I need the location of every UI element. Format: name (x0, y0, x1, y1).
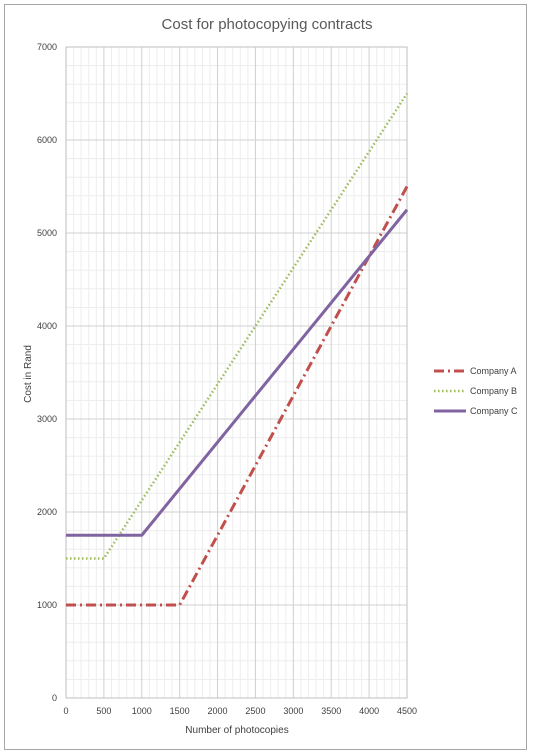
x-tick-label: 3500 (321, 706, 341, 716)
chart-frame (4, 4, 527, 750)
x-tick-label: 4500 (397, 706, 417, 716)
legend: Company A Company B Company C (434, 366, 518, 416)
y-tick-label: 2000 (37, 507, 57, 517)
x-tick-label: 1000 (132, 706, 152, 716)
series-line-company-c (66, 208, 409, 537)
x-tick-label: 500 (96, 706, 111, 716)
y-tick-label: 5000 (37, 228, 57, 238)
x-tick-label: 0 (63, 706, 68, 716)
series-line-company-b (66, 92, 409, 560)
y-axis-ticks: 0 1000 2000 3000 4000 5000 6000 7000 (37, 42, 57, 703)
chart-title: Cost for photocopying contracts (162, 16, 373, 33)
x-tick-label: 4000 (359, 706, 379, 716)
y-tick-label: 3000 (37, 414, 57, 424)
minor-gridlines (66, 47, 407, 698)
y-tick-label: 6000 (37, 135, 57, 145)
plot-border (65, 46, 408, 699)
plot-area (65, 46, 408, 699)
major-gridlines (65, 46, 408, 699)
series-layer (66, 92, 409, 607)
x-axis-label: Number of photocopies (185, 725, 288, 736)
y-tick-label: 1000 (37, 600, 57, 610)
x-tick-label: 2000 (208, 706, 228, 716)
legend-label: Company C (470, 406, 518, 416)
x-tick-label: 3000 (283, 706, 303, 716)
y-tick-label: 0 (52, 693, 57, 703)
y-tick-label: 7000 (37, 42, 57, 52)
x-axis-ticks: 0 500 1000 1500 2000 2500 3000 3500 4000 4500 (63, 706, 417, 716)
legend-label: Company A (470, 366, 517, 376)
series-line-company-a (66, 185, 409, 607)
x-tick-label: 2500 (245, 706, 265, 716)
x-tick-label: 1500 (170, 706, 190, 716)
legend-label: Company B (470, 386, 517, 396)
y-axis-label: Cost in Rand (23, 345, 34, 403)
y-tick-label: 4000 (37, 321, 57, 331)
